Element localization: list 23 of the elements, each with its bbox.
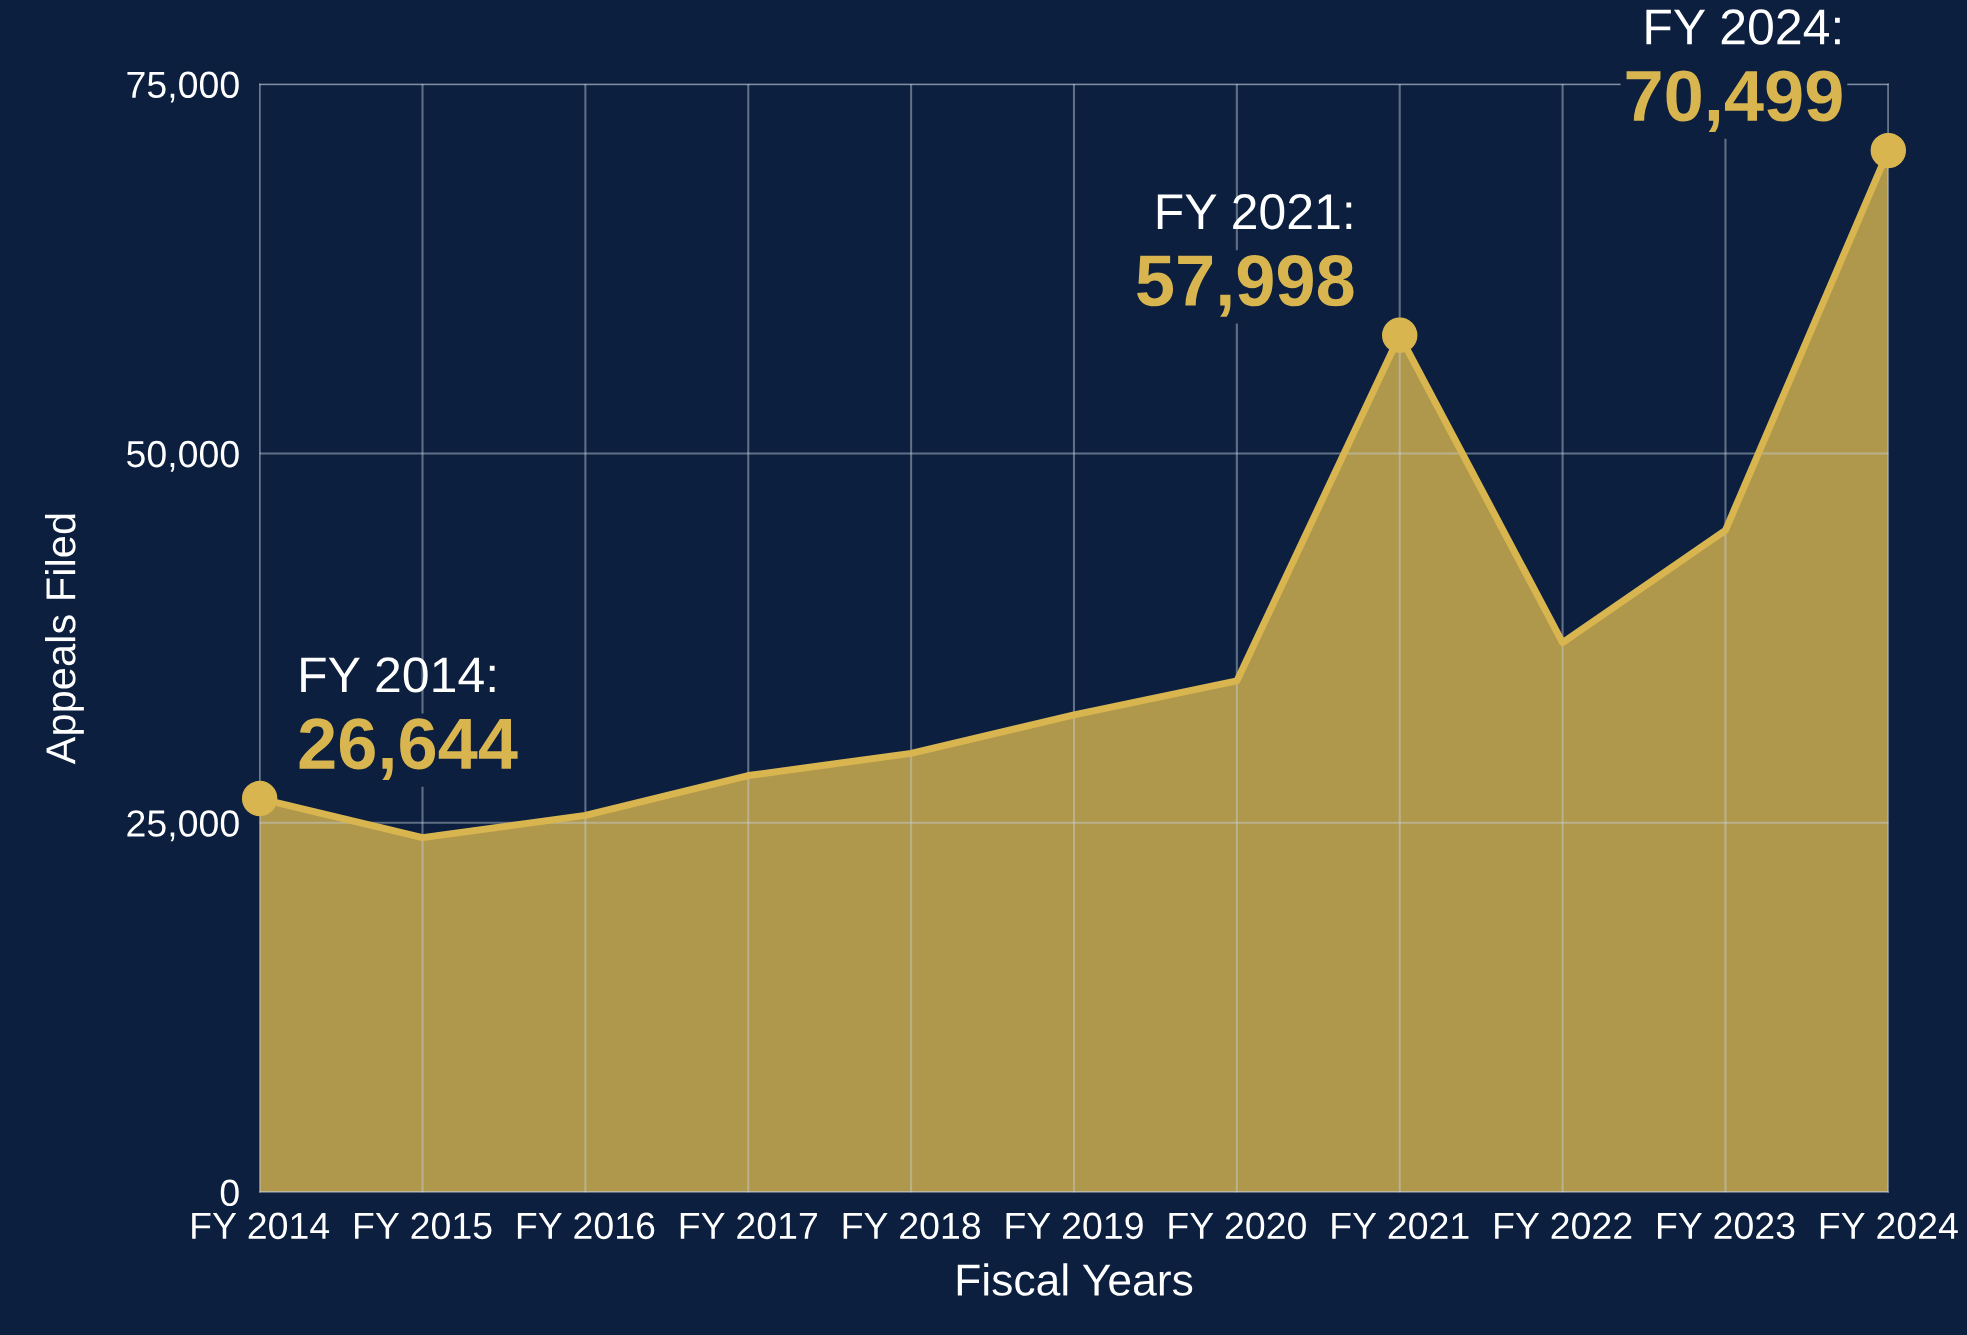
x-tick-label: FY 2023 — [1657, 1212, 1795, 1240]
y-tick-label: 25,000 — [127, 810, 239, 842]
annotation: FY 2024: — [1646, 9, 1840, 45]
y-tick-label: 75,000 — [127, 71, 239, 103]
y-axis-title: Appeals Filed — [45, 514, 84, 765]
x-tick-label: FY 2020 — [1169, 1212, 1306, 1240]
x-tick-label: FY 2022 — [1495, 1212, 1632, 1240]
y-tick-label: 50,000 — [127, 440, 239, 472]
annotation: FY 2014: — [301, 657, 495, 693]
data-label: 70,499 — [1626, 70, 1842, 133]
data-label: 57,998 — [1137, 255, 1354, 317]
annotation: FY 2021: — [1157, 193, 1352, 230]
y-tick-label: 0 — [220, 1179, 239, 1207]
x-tick-label: FY 2018 — [843, 1212, 981, 1240]
x-tick-label: FY 2016 — [517, 1212, 655, 1240]
data-label: 26,644 — [299, 718, 518, 780]
x-tick-label: FY 2014 — [192, 1212, 330, 1240]
x-tick-label: FY 2024 — [1820, 1212, 1958, 1240]
x-axis-title: Fiscal Years — [957, 1263, 1193, 1296]
x-tick-label: FY 2021 — [1332, 1212, 1469, 1240]
x-tick-label: FY 2015 — [355, 1212, 492, 1240]
x-tick-label: FY 2017 — [680, 1212, 817, 1240]
x-tick-label: FY 2019 — [1006, 1212, 1143, 1240]
